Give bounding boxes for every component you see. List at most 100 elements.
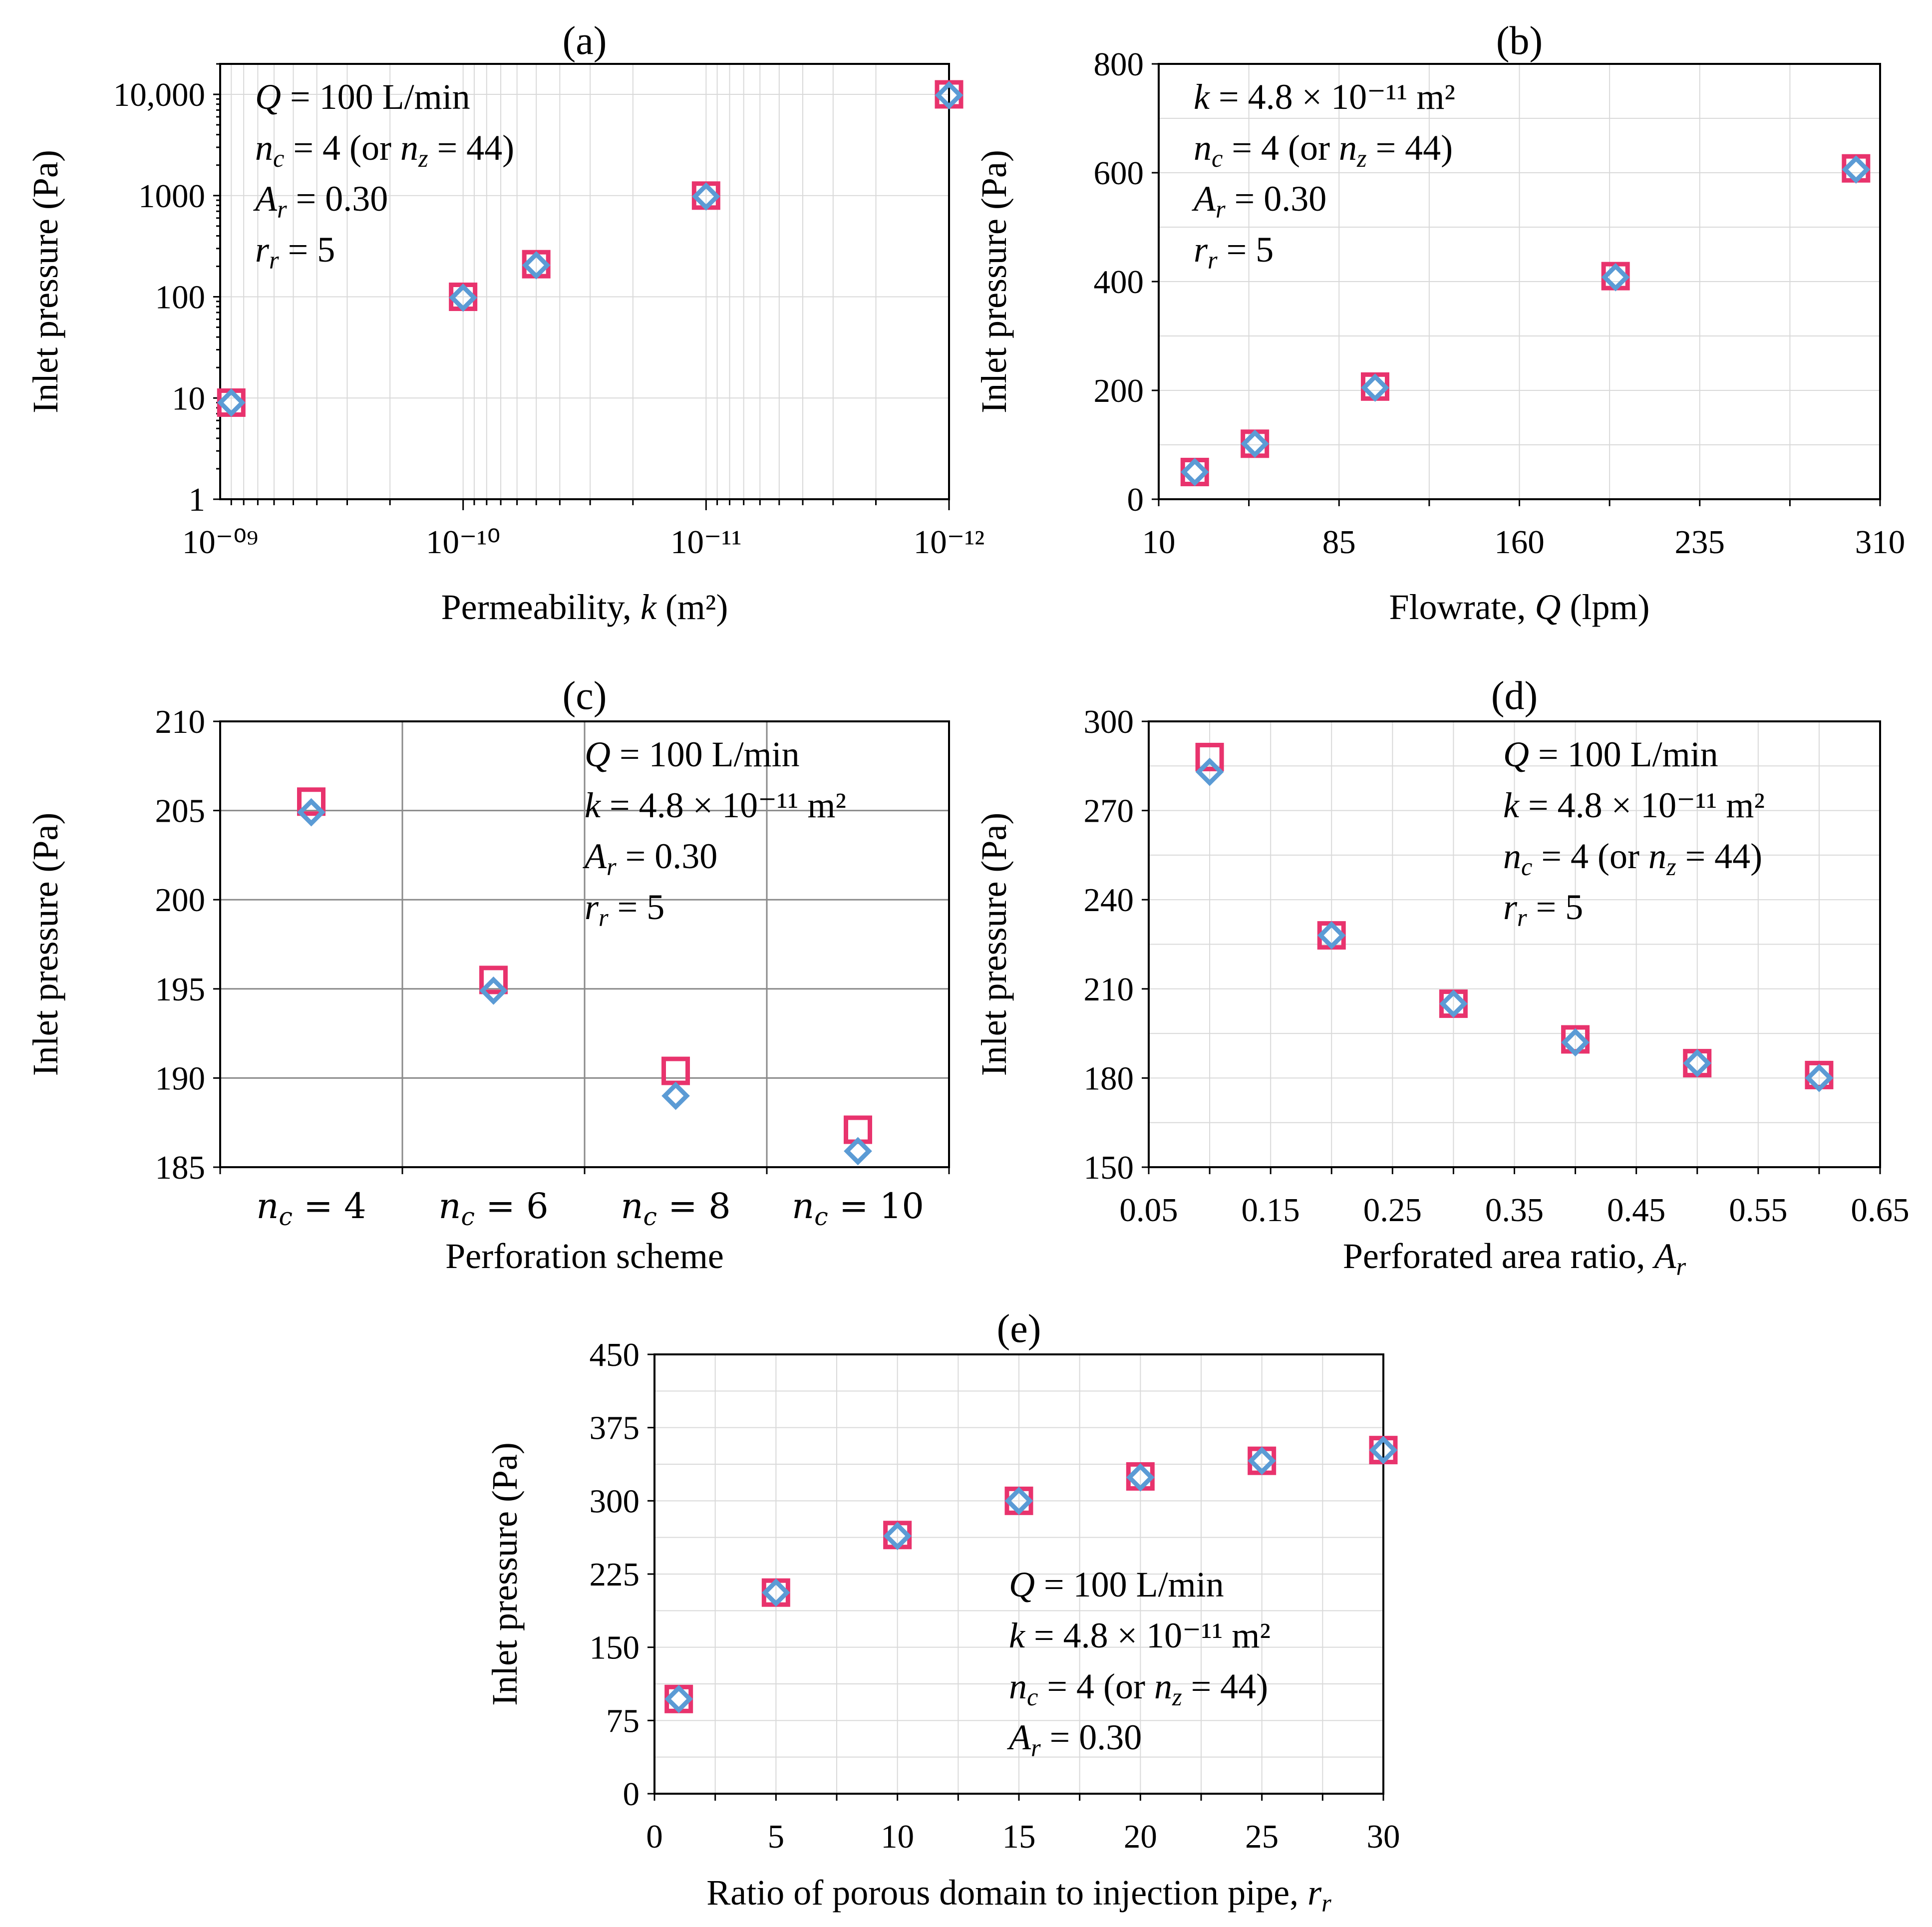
annotation-line: rr​ = 5: [1194, 230, 1274, 274]
parameter-annotation: Q = 100 L/min k = 4.8 × 10⁻¹¹ m² nc​ = 4 (…: [1007, 1565, 1271, 1762]
annotation-line: Q = 100 L/min: [585, 734, 800, 774]
y-tick-label: 10: [172, 380, 205, 417]
x-tick-label: 30: [1367, 1818, 1400, 1855]
x-tick-label: 0: [646, 1818, 663, 1855]
y-axis-label: Inlet pressure (Pa): [25, 150, 65, 413]
annotation-line: Q = 100 L/min: [255, 77, 470, 117]
y-tick-label: 150: [590, 1629, 640, 1666]
y-tick-label: 1000: [138, 178, 205, 215]
diamond-marker: [664, 1684, 693, 1713]
diamond-marker: [217, 388, 246, 417]
diamond-marker: [1601, 263, 1630, 292]
diamond-marker: [1369, 1436, 1398, 1465]
plot-area-frame: [219, 63, 950, 500]
diamond-marker: [844, 1137, 872, 1166]
annotation-line: nc​ = 4 (or nz​ = 44): [255, 128, 514, 172]
parameter-annotation: k = 4.8 × 10⁻¹¹ m² nc​ = 4 (or nz​ = 44) A…: [1192, 77, 1455, 274]
diamond-marker: [691, 182, 720, 211]
y-tick-label: 100: [155, 279, 206, 316]
y-tick-label: 225: [590, 1556, 640, 1593]
diamond-marker: [1248, 1446, 1277, 1475]
x-axis-label: Permeability, k (m²): [441, 587, 728, 627]
category-label: nc = 6: [438, 1186, 548, 1231]
x-tick-label: 0.35: [1485, 1192, 1544, 1229]
category-label: nc = 4: [256, 1186, 366, 1231]
chart-title: (d): [1491, 674, 1538, 718]
x-tick-label: 5: [768, 1818, 785, 1855]
y-tick-label: 185: [155, 1149, 206, 1186]
square-marker: [297, 787, 325, 816]
diamond-marker: [1683, 1049, 1712, 1077]
x-tick-label: 0.45: [1607, 1192, 1665, 1229]
chart-title: (c): [563, 674, 607, 718]
y-tick-label: 450: [590, 1336, 640, 1373]
annotation-line: nc​ = 4 (or nz​ = 44): [1009, 1666, 1268, 1711]
annotation-line: nc​ = 4 (or nz​ = 44): [1503, 836, 1762, 881]
series-diamond: [1195, 757, 1834, 1092]
chart-title: (a): [563, 19, 607, 63]
tick-marks: [213, 63, 950, 510]
diamond-marker: [1180, 458, 1209, 486]
diamond-marker: [661, 1081, 690, 1110]
y-axis-label: Inlet pressure (Pa): [485, 1442, 525, 1706]
y-tick-label: 0: [623, 1776, 640, 1813]
y-tick-label: 75: [606, 1702, 640, 1739]
tick-marks: [647, 1353, 1384, 1801]
annotation-line: k = 4.8 × 10⁻¹¹ m²: [1503, 785, 1765, 825]
diamond-marker: [1126, 1463, 1155, 1492]
annotation-line: rr​ = 5: [255, 230, 335, 274]
chart-a: 1 10 100 1000 10,000 10⁻⁰⁹ 10⁻¹⁰ 10⁻¹¹ 10⁻¹² (a) P…: [25, 19, 984, 627]
y-axis-label: Inlet pressure (Pa): [974, 150, 1014, 413]
chart-e: 0 75 150 225 300 375 450 0 5 10 15 20 25 30 (e) Ratio o…: [485, 1307, 1400, 1917]
diamond-marker: [479, 976, 508, 1005]
x-tick-label: 10⁻¹⁰: [426, 524, 500, 561]
diamond-marker: [1317, 921, 1346, 950]
y-tick-label: 195: [155, 971, 206, 1008]
annotation-line: Ar​ = 0.30: [583, 836, 717, 881]
y-tick-label: 210: [155, 703, 206, 740]
x-axis-label: Perforated area ratio, Ar​: [1343, 1236, 1686, 1281]
annotation-line: Ar​ = 0.30: [1007, 1717, 1142, 1762]
y-tick-label: 10,000: [113, 76, 205, 113]
x-tick-label: 0.05: [1119, 1192, 1178, 1229]
x-tick-label: 0.15: [1242, 1192, 1300, 1229]
diamond-marker: [522, 251, 551, 280]
y-tick-label: 1: [189, 481, 206, 518]
square-marker: [479, 965, 508, 994]
parameter-annotation: Q = 100 L/min k = 4.8 × 10⁻¹¹ m² Ar​ = 0.3…: [583, 734, 846, 932]
series-diamond: [297, 798, 872, 1166]
chart-c: 185 190 195 200 205 210 nc = 4 nc = 6 nc = 8 nc =…: [25, 674, 950, 1276]
y-tick-label: 0: [1127, 481, 1144, 518]
annotation-line: Q = 100 L/min: [1503, 734, 1718, 774]
x-axis-label: Perforation scheme: [445, 1236, 724, 1276]
tick-marks: [1152, 63, 1881, 506]
diamond-marker: [935, 81, 964, 110]
chart-d: 150 180 210 240 270 300 0.05 0.15 0.25 0.35 0.45 0.…: [974, 674, 1910, 1281]
diamond-marker: [1439, 989, 1468, 1018]
diamond-marker: [1361, 373, 1389, 402]
y-tick-label: 300: [590, 1483, 640, 1520]
x-tick-label: 20: [1124, 1818, 1157, 1855]
category-label: nc = 8: [621, 1186, 730, 1231]
x-tick-label: 10: [881, 1818, 914, 1855]
annotation-line: rr​ = 5: [1503, 887, 1583, 932]
x-tick-label: 160: [1494, 524, 1545, 561]
annotation-line: nc​ = 4 (or nz​ = 44): [1194, 128, 1453, 172]
y-tick-label: 210: [1084, 971, 1134, 1008]
y-tick-label: 200: [155, 882, 206, 919]
y-axis-label: Inlet pressure (Pa): [25, 813, 65, 1076]
annotation-line: Ar​ = 0.30: [1192, 179, 1326, 223]
x-tick-label: 15: [1002, 1818, 1036, 1855]
y-tick-label: 240: [1084, 882, 1134, 919]
diamond-marker: [1195, 757, 1224, 786]
x-tick-label: 0.25: [1363, 1192, 1422, 1229]
y-tick-label: 600: [1094, 155, 1144, 192]
square-marker: [661, 1056, 690, 1085]
y-tick-label: 270: [1084, 793, 1134, 830]
chart-b: 0 200 400 600 800 10 85 160 235 310 (b) Flowrate, Q…: [974, 19, 1905, 627]
parameter-annotation: Q = 100 L/min nc​ = 4 (or nz​ = 44) Ar​ = …: [253, 77, 514, 274]
parameter-annotation: Q = 100 L/min k = 4.8 × 10⁻¹¹ m² nc​ = 4 (…: [1503, 734, 1765, 932]
square-marker: [1195, 742, 1224, 771]
annotation-line: Ar​ = 0.30: [253, 179, 388, 223]
